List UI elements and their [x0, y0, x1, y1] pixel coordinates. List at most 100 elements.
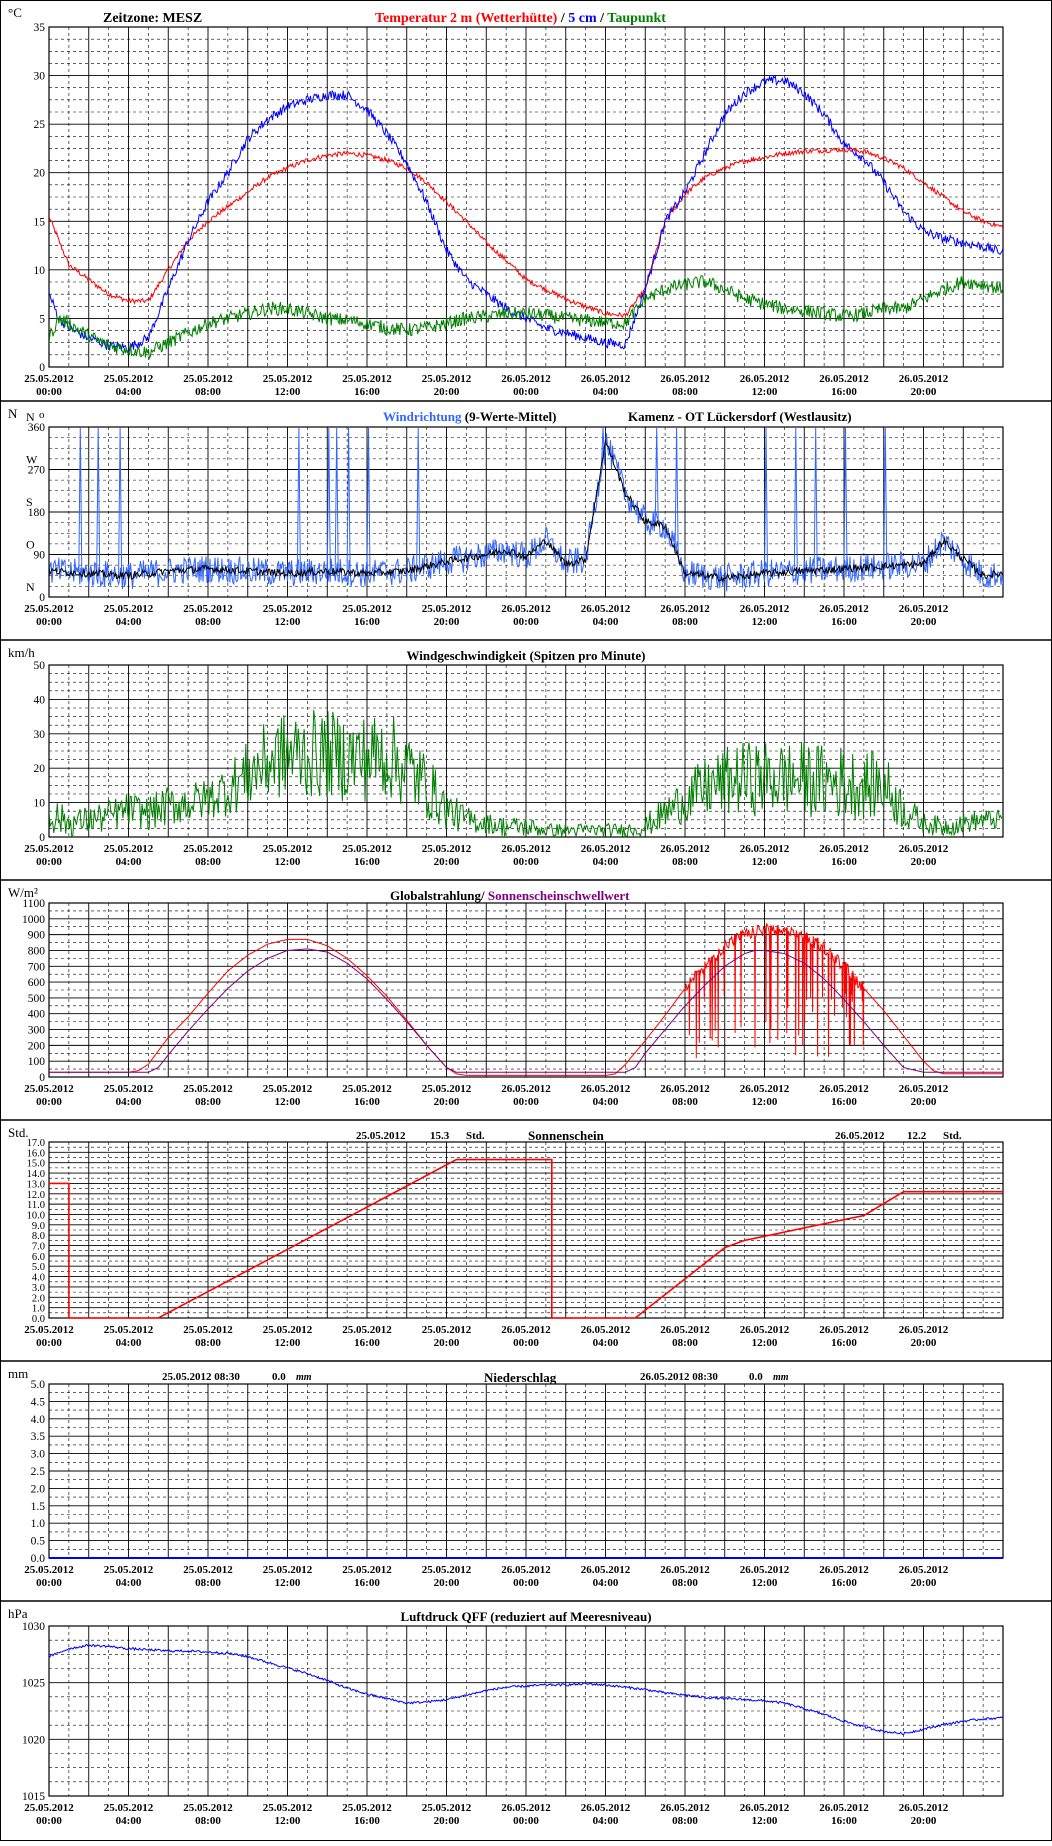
x-time-label: 00:00: [513, 856, 539, 868]
grid: [49, 26, 1003, 368]
x-date-label: 26.05.2012: [660, 1324, 710, 1336]
x-time-label: 00:00: [36, 856, 62, 868]
plot-frame: [48, 426, 1004, 598]
day1-sunshine-value: 15.3: [430, 1130, 450, 1142]
unit-label: km/h: [8, 645, 35, 660]
x-time-label: 08:00: [672, 1337, 698, 1349]
direction-spike: [654, 426, 659, 524]
compass-label: W: [26, 453, 38, 467]
x-time-label: 20:00: [911, 1815, 937, 1827]
x-date-label: 25.05.2012: [422, 1083, 472, 1095]
direction-spike: [346, 426, 351, 573]
y-tick-label: 12.0: [27, 1190, 45, 1201]
panel-title: Windrichtung (9-Werte-Mittel): [383, 409, 556, 424]
x-date-label: 26.05.2012: [740, 1802, 790, 1814]
grid: [49, 1383, 1003, 1559]
x-time-label: 16:00: [831, 386, 857, 398]
x-time-label: 08:00: [672, 1815, 698, 1827]
y-tick-label: 0: [39, 592, 45, 604]
panel-pressure: 101510201025103025.05.201200:0025.05.201…: [0, 1600, 1052, 1827]
x-time-label: 04:00: [593, 856, 619, 868]
x-date-label: 26.05.2012: [581, 1324, 631, 1336]
x-time-label: 16:00: [354, 616, 380, 628]
x-time-label: 04:00: [116, 856, 142, 868]
degree-mark: o: [39, 409, 45, 421]
day1-date: 25.05.2012: [356, 1130, 406, 1142]
direction-spike: [334, 426, 339, 572]
x-date-label: 25.05.2012: [183, 1802, 233, 1814]
unit-label: N: [8, 406, 18, 421]
y-tick-label: 1015: [22, 1791, 45, 1803]
y-tick-label: 0.0: [31, 1553, 46, 1565]
x-date-label: 25.05.2012: [422, 1564, 472, 1576]
x-date-label: 25.05.2012: [263, 373, 313, 385]
plot-frame: [48, 1625, 1004, 1797]
direction-spike: [843, 426, 848, 569]
y-tick-label: 700: [28, 961, 46, 973]
x-date-label: 25.05.2012: [422, 1324, 472, 1336]
y-tick-labels: 0 5 10 15 20 25 30 35: [34, 22, 46, 374]
plot-frame: [48, 26, 1004, 368]
unit-label: W/m²: [8, 885, 38, 900]
x-date-label: 26.05.2012: [740, 1564, 790, 1576]
x-date-label: 25.05.2012: [342, 843, 392, 855]
plot-frame: [48, 902, 1004, 1078]
x-time-label: 20:00: [434, 1577, 460, 1589]
x-time-label: 08:00: [195, 856, 221, 868]
series-globalstrahlung: [49, 922, 1003, 1076]
x-date-label: 25.05.2012: [342, 1802, 392, 1814]
x-date-label: 25.05.2012: [183, 373, 233, 385]
x-time-label: 00:00: [513, 616, 539, 628]
x-date-label: 25.05.2012: [263, 1083, 313, 1095]
day1-unit: mm: [296, 1372, 312, 1383]
y-tick-label: 1.0: [31, 1518, 46, 1530]
x-date-label: 26.05.2012: [899, 373, 949, 385]
x-date-label: 26.05.2012: [501, 1324, 551, 1336]
x-date-label: 26.05.2012: [501, 1083, 551, 1095]
x-time-label: 20:00: [434, 386, 460, 398]
x-time-label: 00:00: [36, 1096, 62, 1108]
unit-label: Std.: [8, 1125, 29, 1140]
y-tick-label: 10: [34, 798, 46, 810]
direction-spike: [674, 426, 679, 550]
x-time-label: 16:00: [354, 386, 380, 398]
y-tick-label: 1.0: [32, 1304, 45, 1315]
x-time-label: 12:00: [752, 1577, 778, 1589]
y-tick-label: 17.0: [27, 1138, 45, 1149]
x-date-label: 26.05.2012: [740, 1083, 790, 1095]
y-tick-label: 900: [28, 930, 46, 942]
x-date-label: 26.05.2012: [660, 1083, 710, 1095]
series-sonnenschein: [49, 1158, 1003, 1319]
direction-spike: [793, 426, 798, 572]
plot-frame: [48, 1141, 1004, 1319]
y-tick-labels: 0.0 0.5 1.0 1.5 2.0 2.5 3.0 3.5 4.0 4.5 5.0: [31, 1379, 46, 1565]
y-tick-label: 1100: [22, 898, 45, 910]
series-group: [49, 709, 1003, 838]
series-group: [49, 922, 1003, 1076]
direction-spike: [296, 426, 301, 573]
y-tick-label: 100: [28, 1056, 46, 1068]
x-time-label: 00:00: [36, 386, 62, 398]
x-date-label: 25.05.2012: [342, 1324, 392, 1336]
x-date-label: 26.05.2012: [581, 1802, 631, 1814]
x-date-label: 26.05.2012: [819, 1083, 869, 1095]
x-date-label: 25.05.2012: [422, 843, 472, 855]
x-date-label: 25.05.2012: [104, 1564, 154, 1576]
y-tick-label: 4.0: [31, 1414, 46, 1426]
x-date-label: 26.05.2012: [819, 1324, 869, 1336]
x-date-label: 26.05.2012: [899, 1564, 949, 1576]
series-windgeschwindigkeit: [49, 709, 1003, 838]
y-tick-label: 20: [34, 763, 46, 775]
x-time-label: 20:00: [911, 856, 937, 868]
y-tick-label: 3.5: [31, 1431, 46, 1443]
x-date-label: 25.05.2012: [24, 1083, 74, 1095]
x-tick-labels: 25.05.201200:0025.05.201204:0025.05.2012…: [24, 1564, 949, 1589]
y-tick-label: 7.0: [32, 1242, 45, 1253]
y-tick-label: 0.0: [32, 1314, 45, 1325]
x-time-label: 16:00: [831, 1577, 857, 1589]
panel-wind_direction: 09018027036025.05.201200:0025.05.201204:…: [0, 400, 1052, 628]
x-time-label: 00:00: [36, 1337, 62, 1349]
x-date-label: 26.05.2012: [819, 1564, 869, 1576]
panel-title: Globalstrahlung/ Sonnenscheinschwellwert: [390, 888, 630, 903]
x-date-label: 26.05.2012: [660, 1564, 710, 1576]
